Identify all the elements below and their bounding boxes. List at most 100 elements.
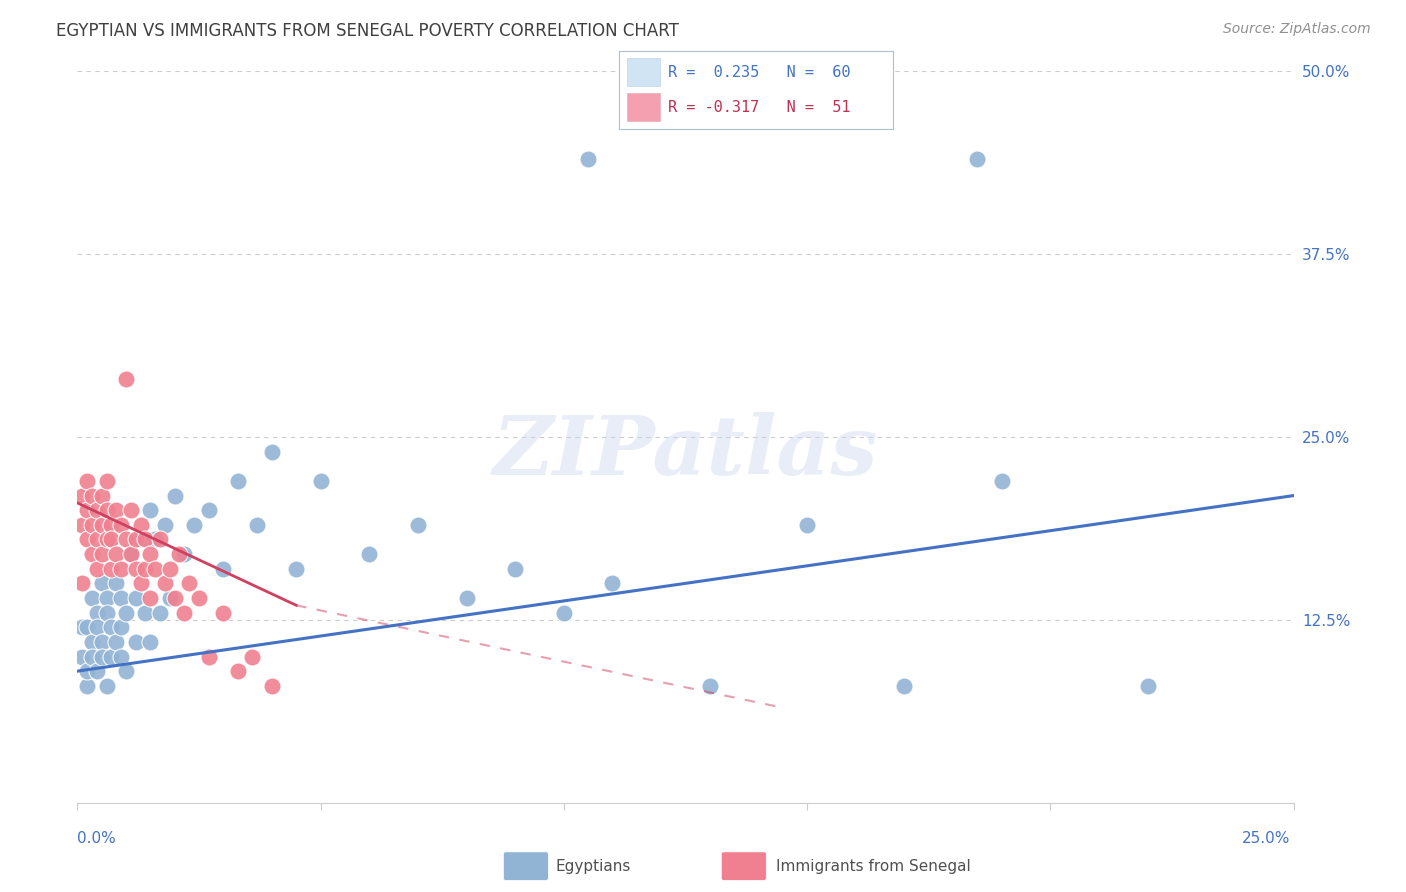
Point [120, 547, 142, 561]
Point [212, 606, 235, 620]
Point [260, 679, 283, 693]
Point [134, 562, 156, 576]
Point [143, 562, 166, 576]
Point [76, 620, 98, 634]
Point [96, 503, 118, 517]
Text: Immigrants from Senegal: Immigrants from Senegal [776, 859, 972, 873]
Point [602, 576, 624, 591]
Point [129, 576, 152, 591]
Point [134, 606, 156, 620]
Point [246, 517, 269, 532]
Point [139, 591, 162, 605]
Point [242, 649, 264, 664]
Point [76, 664, 98, 678]
Point [70, 489, 93, 503]
Point [76, 474, 98, 488]
Point [100, 533, 122, 547]
Point [1136, 679, 1159, 693]
Point [169, 547, 191, 561]
Point [115, 606, 138, 620]
Point [86, 620, 108, 634]
Point [96, 591, 118, 605]
Point [309, 474, 332, 488]
Point [86, 664, 108, 678]
Point [80, 547, 103, 561]
Point [115, 371, 138, 385]
Point [115, 664, 138, 678]
Point [149, 533, 172, 547]
Point [285, 562, 308, 576]
Point [70, 620, 93, 634]
Point [80, 489, 103, 503]
Point [143, 533, 166, 547]
Point [120, 503, 142, 517]
Point [105, 635, 128, 649]
Text: R =  0.235   N =  60: R = 0.235 N = 60 [668, 64, 851, 79]
Text: Egyptians: Egyptians [555, 859, 631, 873]
Point [110, 649, 132, 664]
Point [90, 489, 112, 503]
Text: R = -0.317   N =  51: R = -0.317 N = 51 [668, 100, 851, 115]
Point [105, 576, 128, 591]
Point [173, 606, 195, 620]
Point [359, 547, 381, 561]
Point [226, 664, 249, 678]
Point [990, 474, 1012, 488]
Point [260, 444, 283, 458]
Point [110, 620, 132, 634]
Point [105, 547, 128, 561]
Point [553, 606, 575, 620]
Point [86, 503, 108, 517]
Point [90, 649, 112, 664]
Point [699, 679, 721, 693]
Bar [627, 94, 659, 121]
Point [86, 533, 108, 547]
Point [96, 533, 118, 547]
Point [159, 562, 181, 576]
Point [139, 635, 162, 649]
Point [134, 533, 156, 547]
Point [80, 649, 103, 664]
Point [406, 517, 429, 532]
Text: EGYPTIAN VS IMMIGRANTS FROM SENEGAL POVERTY CORRELATION CHART: EGYPTIAN VS IMMIGRANTS FROM SENEGAL POVE… [56, 22, 679, 40]
Point [90, 635, 112, 649]
Point [197, 649, 219, 664]
Point [153, 517, 176, 532]
Point [456, 591, 478, 605]
Point [86, 562, 108, 576]
Point [80, 635, 103, 649]
Point [70, 576, 93, 591]
Point [796, 517, 818, 532]
Point [105, 503, 128, 517]
Point [76, 679, 98, 693]
Point [576, 152, 599, 166]
Point [80, 591, 103, 605]
Point [163, 591, 186, 605]
Point [90, 547, 112, 561]
Point [70, 649, 93, 664]
Point [100, 517, 122, 532]
Point [100, 620, 122, 634]
Point [125, 591, 148, 605]
Point [100, 649, 122, 664]
Point [76, 533, 98, 547]
Point [183, 517, 205, 532]
Point [966, 152, 988, 166]
Point [153, 576, 176, 591]
Text: Source: ZipAtlas.com: Source: ZipAtlas.com [1223, 22, 1371, 37]
Point [96, 606, 118, 620]
Point [893, 679, 915, 693]
Point [125, 635, 148, 649]
Point [163, 489, 186, 503]
Point [70, 517, 93, 532]
Point [149, 606, 172, 620]
Point [120, 547, 142, 561]
Bar [627, 58, 659, 87]
Point [100, 562, 122, 576]
Point [110, 562, 132, 576]
Point [125, 562, 148, 576]
Text: ZIPatlas: ZIPatlas [492, 412, 879, 491]
Point [76, 503, 98, 517]
Point [226, 474, 249, 488]
Point [173, 547, 195, 561]
